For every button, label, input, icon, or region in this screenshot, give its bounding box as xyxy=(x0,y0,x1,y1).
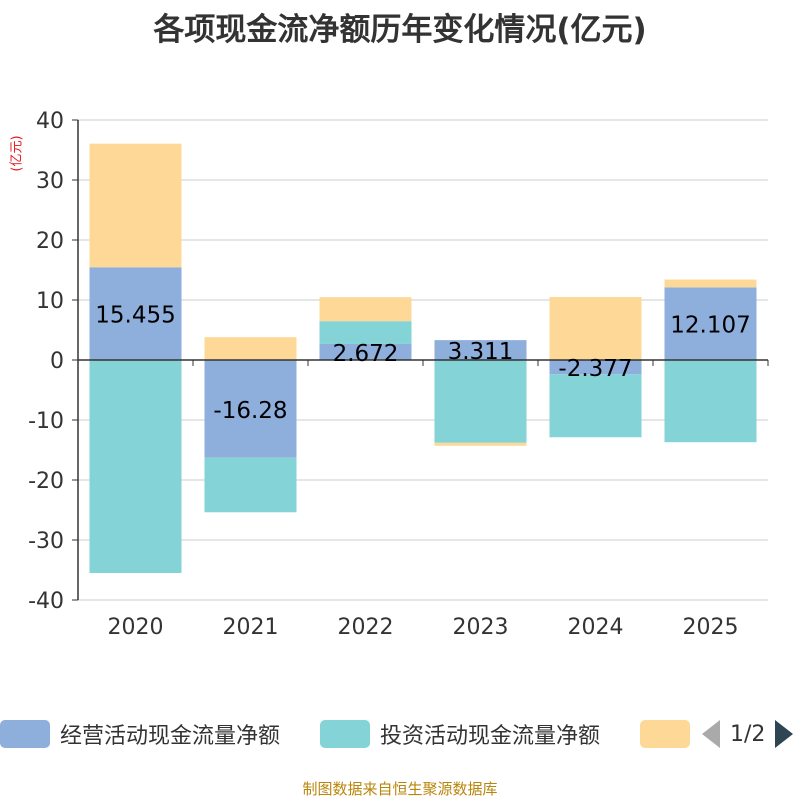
legend-swatch-investing xyxy=(320,720,370,748)
bar-investing-2021 xyxy=(204,457,297,513)
legend-page-indicator: 1/2 xyxy=(730,721,766,747)
bar-operating-2022 xyxy=(319,343,412,360)
data-label-operating: -2.377 xyxy=(558,356,632,382)
legend-pager: 1/2 xyxy=(702,712,794,756)
y-tick-label: -30 xyxy=(28,529,64,554)
legend-label-investing: 投资活动现金流量净额 xyxy=(380,724,601,749)
x-tick-label: 2020 xyxy=(108,615,164,640)
bar-financing-2021 xyxy=(204,337,297,360)
stacked-bar-chart: 40 30 20 10 0 -10 -20 -30 -40 2020 2021 2022 2023 202… xyxy=(28,109,769,640)
bar-investing-2020 xyxy=(89,360,182,573)
x-tick-label: 2022 xyxy=(338,615,394,640)
legend-swatch-operating xyxy=(0,720,50,748)
legend-label-operating: 经营活动现金流量净额 xyxy=(60,724,281,749)
y-tick-label: 40 xyxy=(36,109,64,134)
triangle-right-icon[interactable] xyxy=(775,720,794,748)
bar-financing-2023 xyxy=(434,442,527,446)
bar-operating-2021 xyxy=(204,360,297,458)
chart-title: 各项现金流净额历年变化情况(亿元) xyxy=(153,12,647,48)
source-footer: 制图数据来自恒生聚源数据库 xyxy=(302,780,498,798)
y-tick-label: 0 xyxy=(50,349,64,374)
bar-financing-2020 xyxy=(89,143,182,268)
bar-operating-2020 xyxy=(89,267,182,360)
data-label-operating: 15.455 xyxy=(95,303,175,329)
x-tick-label: 2021 xyxy=(223,615,279,640)
bar-investing-2025 xyxy=(664,360,757,443)
legend: 经营活动现金流量净额 投资活动现金流量净额 1/2 xyxy=(0,712,800,758)
legend-item-operating[interactable]: 经营活动现金流量净额 xyxy=(0,712,280,756)
data-label-operating: 12.107 xyxy=(670,313,750,339)
bar-financing-2025 xyxy=(664,279,757,288)
y-tick-label: -10 xyxy=(28,409,64,434)
y-tick-label: -20 xyxy=(28,469,64,494)
legend-swatch-financing xyxy=(640,720,690,748)
bar-operating-2024 xyxy=(549,360,642,375)
x-tick-label: 2024 xyxy=(568,615,624,640)
bar-investing-2023 xyxy=(434,360,527,443)
y-tick-label: 30 xyxy=(36,169,64,194)
data-label-operating: 3.311 xyxy=(448,339,514,365)
x-tick-label: 2025 xyxy=(683,615,739,640)
bar-financing-2024 xyxy=(549,297,642,360)
bar-investing-2024 xyxy=(549,374,642,438)
triangle-left-icon[interactable] xyxy=(702,720,720,748)
data-label-operating: 2.672 xyxy=(333,341,399,367)
bar-operating-2025 xyxy=(664,287,757,360)
bar-investing-2022 xyxy=(319,321,412,344)
data-label-operating: -16.28 xyxy=(213,398,287,424)
legend-item-financing[interactable] xyxy=(640,712,700,756)
bar-operating-2023 xyxy=(434,340,527,360)
legend-item-investing[interactable]: 投资活动现金流量净额 xyxy=(320,712,600,756)
x-tick-label: 2023 xyxy=(453,615,509,640)
bar-financing-2022 xyxy=(319,297,412,322)
y-tick-label: -40 xyxy=(28,589,64,614)
y-tick-label: 10 xyxy=(36,289,64,314)
y-tick-label: 20 xyxy=(36,229,64,254)
